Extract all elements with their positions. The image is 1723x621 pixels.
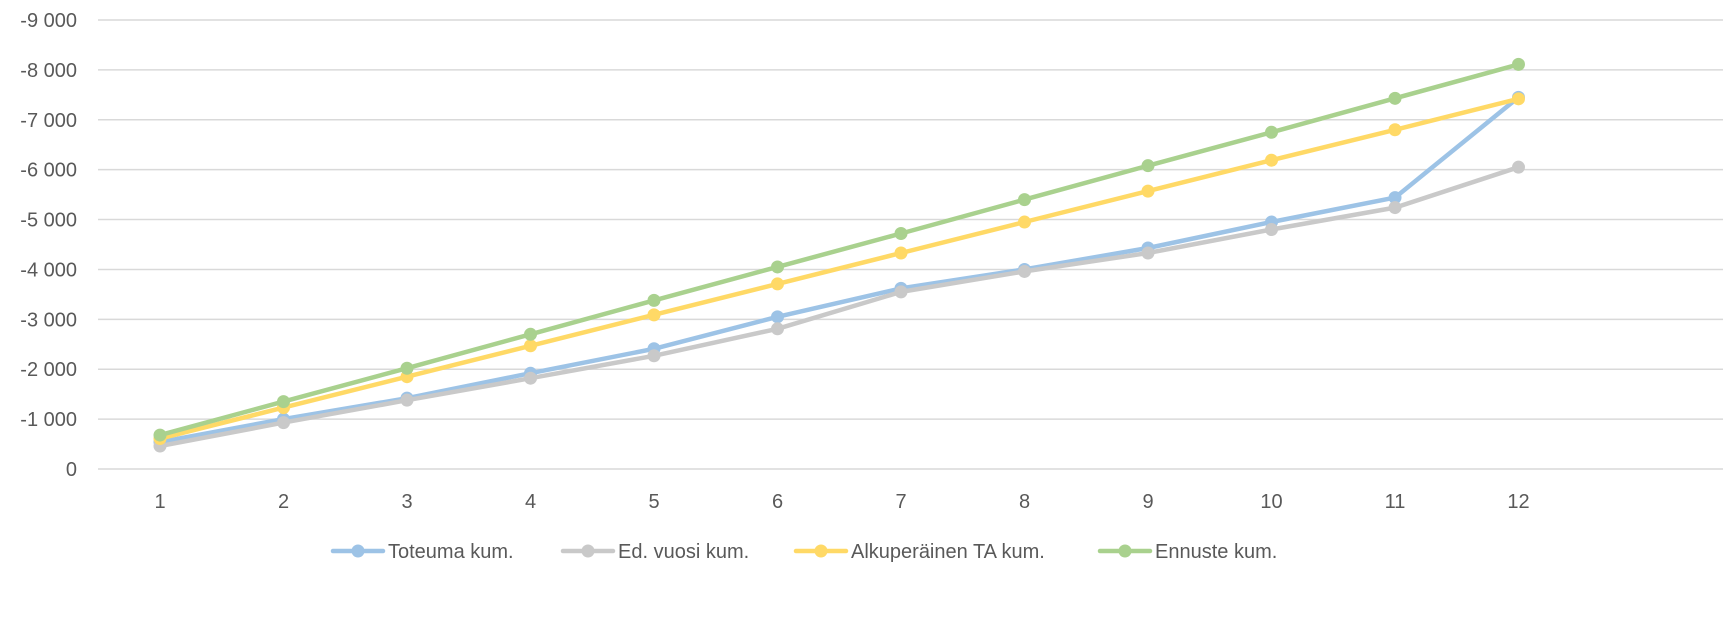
data-point: [400, 361, 414, 375]
data-point: [1141, 246, 1155, 260]
series-4: [153, 57, 1525, 442]
gridlines: [98, 19, 1723, 470]
data-point: [524, 371, 537, 385]
y-tick-label: -3 000: [20, 309, 77, 331]
x-tick-label: 9: [1142, 491, 1153, 513]
data-point: [1141, 159, 1155, 173]
data-point: [1265, 223, 1278, 237]
x-axis-tick-labels: 1 2 3 4 5 6 7 8 9 10 11 12: [154, 491, 1529, 513]
legend-item-3: Alkuperäinen TA kum.: [793, 541, 1045, 563]
y-tick-label: 0: [66, 459, 77, 481]
legend-label: Alkuperäinen TA kum.: [851, 541, 1045, 563]
series-2: [153, 160, 1525, 453]
data-point: [1388, 191, 1402, 205]
x-tick-label: 1: [154, 491, 165, 513]
data-point: [1388, 123, 1402, 137]
legend-label: Toteuma kum.: [388, 541, 514, 563]
y-tick-label: -5 000: [20, 210, 77, 232]
y-tick-label: -2 000: [20, 359, 77, 381]
legend-marker: [814, 544, 828, 558]
data-point: [1018, 193, 1031, 207]
data-point: [524, 339, 537, 353]
data-point: [771, 277, 784, 291]
legend-marker: [581, 544, 595, 558]
data-point: [1512, 57, 1525, 71]
y-tick-label: -1 000: [20, 409, 77, 431]
y-tick-label: -6 000: [20, 160, 77, 182]
legend-item-1: Toteuma kum.: [330, 541, 514, 563]
data-point: [1512, 160, 1525, 174]
y-tick-label: -8 000: [20, 60, 77, 82]
x-tick-label: 10: [1260, 491, 1282, 513]
data-point: [894, 246, 908, 260]
data-point: [1512, 92, 1525, 106]
series-line: [157, 164, 1521, 449]
legend-item-4: Ennuste kum.: [1097, 541, 1277, 563]
data-point: [894, 227, 908, 241]
data-point: [647, 308, 661, 322]
legend-label: Ennuste kum.: [1155, 541, 1277, 563]
x-tick-label: 6: [772, 491, 783, 513]
data-point: [1018, 264, 1031, 278]
series-lines: [153, 57, 1525, 453]
data-point: [1265, 125, 1278, 139]
data-point: [524, 327, 537, 341]
series-line: [157, 62, 1521, 438]
y-axis-tick-labels: 0 -1 000 -2 000 -3 000 -4 000 -5 000 -6 000 -7 …: [20, 10, 77, 481]
legend-item-2: Ed. vuosi kum.: [560, 541, 749, 563]
data-point: [1388, 201, 1402, 215]
data-point: [771, 260, 784, 274]
y-tick-label: -4 000: [20, 259, 77, 281]
data-point: [647, 293, 661, 307]
y-tick-label: -9 000: [20, 10, 77, 32]
data-point: [1388, 91, 1402, 105]
data-point: [277, 395, 290, 409]
x-tick-label: 2: [278, 491, 289, 513]
data-point: [771, 322, 784, 336]
x-tick-label: 12: [1507, 491, 1529, 513]
data-point: [1265, 153, 1278, 167]
legend-marker: [351, 544, 365, 558]
x-tick-label: 8: [1019, 491, 1030, 513]
x-tick-label: 3: [401, 491, 412, 513]
data-point: [1141, 184, 1155, 198]
data-point: [1018, 215, 1031, 229]
data-point: [153, 428, 167, 442]
legend-label: Ed. vuosi kum.: [618, 541, 749, 563]
x-tick-label: 11: [1385, 491, 1406, 513]
x-tick-label: 7: [895, 491, 906, 513]
data-point: [894, 285, 908, 299]
y-tick-label: -7 000: [20, 110, 77, 132]
data-point: [771, 310, 784, 324]
legend-marker: [1118, 544, 1132, 558]
data-point: [277, 416, 290, 430]
data-point: [647, 349, 661, 363]
data-point: [400, 393, 414, 407]
x-tick-label: 4: [525, 491, 536, 513]
series-line: [157, 96, 1521, 441]
legend: Toteuma kum. Ed. vuosi kum. Alkuperäinen T…: [330, 541, 1277, 563]
x-tick-label: 5: [648, 491, 659, 513]
